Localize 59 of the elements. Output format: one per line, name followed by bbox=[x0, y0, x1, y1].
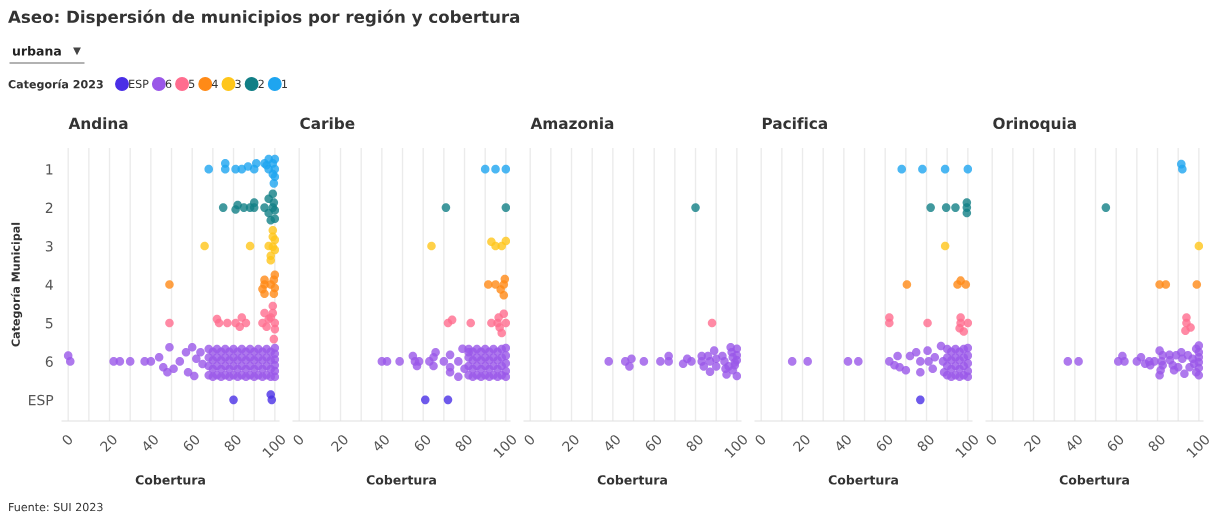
x-tick-label: 60 bbox=[875, 433, 894, 453]
y-tick-label: 3 bbox=[45, 241, 53, 252]
legend-title: Categoría 2023 bbox=[8, 79, 103, 91]
x-tick-label: 40 bbox=[1064, 433, 1084, 453]
chart-subtitle: Pacifica bbox=[762, 117, 827, 130]
x-tick-label: 0 bbox=[985, 433, 998, 447]
x-tick-label: 100 bbox=[1185, 433, 1211, 459]
x-tick-label: 20 bbox=[561, 433, 580, 453]
x-axis-title: Cobertura bbox=[366, 474, 436, 485]
x-tick-label: 100 bbox=[723, 433, 749, 459]
x-tick-label: 80 bbox=[1147, 433, 1166, 453]
legend-label: 2 bbox=[258, 79, 264, 88]
x-tick-label: 20 bbox=[792, 433, 811, 453]
chart-subtitle: Amazonia bbox=[530, 117, 614, 130]
x-tick-label: 40 bbox=[140, 433, 160, 453]
x-tick-label: 60 bbox=[1106, 433, 1125, 453]
legend-label: 5 bbox=[189, 79, 195, 89]
chart-subtitle: Andina bbox=[68, 117, 128, 130]
x-tick-label: 0 bbox=[292, 433, 305, 447]
legend-label: 4 bbox=[211, 79, 218, 88]
x-tick-label: 40 bbox=[602, 433, 622, 453]
x-tick-label: 20 bbox=[1023, 433, 1042, 453]
legend-label: 6 bbox=[165, 79, 172, 89]
text: urbana bbox=[12, 45, 61, 56]
y-tick-label: 2 bbox=[45, 202, 53, 213]
x-tick-label: 20 bbox=[330, 433, 349, 453]
y-tick-label: 6 bbox=[45, 356, 53, 367]
x-tick-label: 60 bbox=[413, 433, 432, 453]
x-tick-label: 80 bbox=[454, 433, 473, 453]
x-tick-label: 80 bbox=[916, 433, 935, 453]
x-axis-title: Cobertura bbox=[135, 474, 205, 485]
chart-subtitle: Caribe bbox=[300, 117, 355, 130]
x-tick-label: 40 bbox=[371, 433, 391, 453]
source-note: Fuente: SUI 2023 bbox=[9, 502, 103, 512]
y-axis-title: Categoría Municipal bbox=[10, 222, 23, 347]
chart-title: Aseo: Dispersión de municipios por región y cobertura bbox=[8, 9, 520, 27]
x-tick-label: 20 bbox=[99, 433, 118, 453]
x-tick-label: 100 bbox=[261, 433, 287, 459]
x-axis-title: Cobertura bbox=[828, 474, 898, 485]
x-tick-label: 40 bbox=[833, 433, 853, 453]
y-tick-label: 1 bbox=[46, 164, 53, 175]
x-tick-label: 0 bbox=[61, 433, 74, 447]
x-axis-title: Cobertura bbox=[597, 474, 667, 485]
x-axis-title: Cobertura bbox=[1059, 474, 1129, 485]
legend-label: ESP bbox=[129, 79, 149, 89]
x-tick-label: 100 bbox=[954, 433, 980, 459]
x-tick-label: 0 bbox=[523, 433, 536, 447]
y-tick-label: 4 bbox=[45, 279, 53, 290]
x-tick-label: 100 bbox=[492, 433, 518, 459]
x-tick-label: 60 bbox=[644, 433, 663, 453]
legend-label: 3 bbox=[235, 79, 241, 89]
y-tick-label: ESP bbox=[29, 394, 54, 406]
chart-subtitle: Orinoquia bbox=[993, 117, 1076, 133]
y-tick-label: 5 bbox=[45, 318, 53, 329]
x-tick-label: 0 bbox=[754, 433, 767, 447]
x-tick-label: 80 bbox=[685, 433, 704, 453]
x-tick-label: 60 bbox=[182, 433, 201, 453]
legend-label: 1 bbox=[282, 79, 287, 88]
x-tick-label: 80 bbox=[223, 433, 242, 453]
